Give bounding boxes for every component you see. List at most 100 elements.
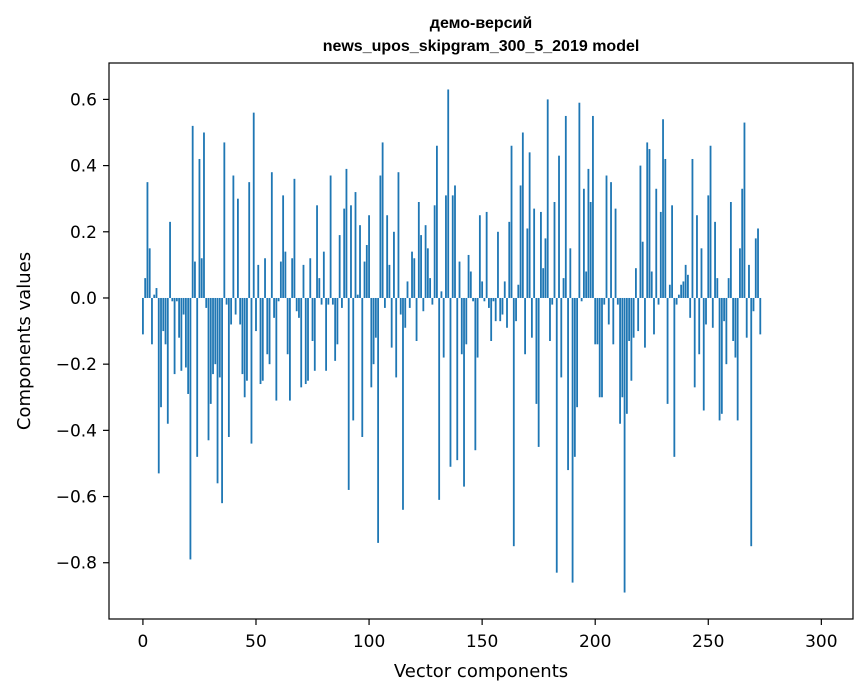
bar-192 xyxy=(576,297,579,408)
bar-53 xyxy=(261,297,264,381)
bar-23 xyxy=(194,261,196,298)
bar-259 xyxy=(727,278,730,298)
bar-59 xyxy=(275,297,278,401)
bar-75 xyxy=(311,297,314,341)
x-tick-label: 150 xyxy=(466,632,498,652)
bar-222 xyxy=(644,297,646,348)
bar-229 xyxy=(659,211,662,298)
bar-208 xyxy=(612,297,615,345)
bar-231 xyxy=(664,158,667,298)
bar-10 xyxy=(164,297,167,345)
bar-45 xyxy=(243,297,246,398)
bar-93 xyxy=(352,297,355,421)
bar-198 xyxy=(589,202,592,298)
bar-60 xyxy=(277,297,280,302)
bar-82 xyxy=(327,297,330,305)
bar-105 xyxy=(379,175,382,298)
bar-52 xyxy=(259,297,262,385)
bar-206 xyxy=(607,297,610,325)
bar-56 xyxy=(268,297,271,365)
bar-68 xyxy=(295,297,298,312)
bar-148 xyxy=(476,297,479,358)
bar-122 xyxy=(417,202,420,298)
bar-48 xyxy=(250,297,253,444)
bar-36 xyxy=(223,142,226,298)
bar-101 xyxy=(370,297,373,388)
bar-41 xyxy=(234,297,237,315)
bar-44 xyxy=(241,297,244,375)
bar-139 xyxy=(456,297,459,461)
bar-215 xyxy=(628,297,631,341)
bar-108 xyxy=(386,215,389,298)
bar-167 xyxy=(519,185,522,298)
bar-126 xyxy=(426,248,429,298)
x-axis-label: Vector components xyxy=(394,661,568,682)
bar-134 xyxy=(445,195,447,298)
bar-163 xyxy=(510,145,513,298)
bar-162 xyxy=(508,221,511,298)
x-tick-label: 50 xyxy=(245,632,267,652)
bar-209 xyxy=(614,208,617,298)
bar-112 xyxy=(395,297,398,378)
bar-143 xyxy=(465,297,468,345)
bar-72 xyxy=(304,297,307,385)
bar-224 xyxy=(648,149,651,298)
bar-138 xyxy=(454,185,456,298)
bar-99 xyxy=(365,245,368,298)
bar-15 xyxy=(175,297,178,302)
bar-86 xyxy=(336,297,339,345)
bar-117 xyxy=(406,281,409,298)
bar-33 xyxy=(216,297,219,484)
bar-58 xyxy=(273,297,275,318)
bar-202 xyxy=(598,297,601,398)
bar-109 xyxy=(388,264,391,298)
bar-30 xyxy=(209,297,212,404)
bar-116 xyxy=(404,297,407,328)
bar-129 xyxy=(433,205,436,298)
bar-216 xyxy=(630,297,633,381)
bar-103 xyxy=(374,297,377,338)
bar-252 xyxy=(711,297,714,328)
bar-197 xyxy=(587,168,590,298)
bar-200 xyxy=(594,297,597,345)
bar-95 xyxy=(356,294,359,298)
bar-149 xyxy=(478,215,481,298)
bar-100 xyxy=(368,215,370,298)
bar-225 xyxy=(650,271,653,298)
bar-34 xyxy=(218,297,221,378)
bar-248 xyxy=(702,297,705,411)
bar-213 xyxy=(623,297,626,593)
bar-28 xyxy=(205,297,208,308)
bar-26 xyxy=(200,258,203,298)
bar-181 xyxy=(551,297,554,305)
bar-140 xyxy=(458,261,461,298)
bar-254 xyxy=(716,278,719,298)
y-tick-label: −0.8 xyxy=(56,554,97,574)
bar-212 xyxy=(621,297,624,398)
x-tick-label: 200 xyxy=(579,632,611,652)
bar-267 xyxy=(745,297,748,338)
plot-frame xyxy=(108,62,854,620)
bar-242 xyxy=(689,297,692,318)
bar-171 xyxy=(528,152,531,298)
bar-157 xyxy=(497,231,499,298)
bar-255 xyxy=(718,297,721,421)
x-tick-label: 0 xyxy=(138,632,149,652)
bar-218 xyxy=(635,268,637,298)
bar-121 xyxy=(415,297,418,341)
bar-22 xyxy=(191,125,194,298)
bar-133 xyxy=(442,297,445,358)
bar-120 xyxy=(413,258,416,298)
bar-73 xyxy=(307,297,309,381)
bar-51 xyxy=(257,264,260,298)
bar-155 xyxy=(492,297,495,302)
bar-146 xyxy=(472,297,474,302)
bar-37 xyxy=(225,297,228,305)
x-tick-label: 250 xyxy=(692,632,724,652)
bar-273 xyxy=(759,297,762,335)
bar-97 xyxy=(361,297,364,437)
bar-195 xyxy=(582,188,585,298)
bar-43 xyxy=(239,297,242,325)
bar-110 xyxy=(390,297,393,348)
